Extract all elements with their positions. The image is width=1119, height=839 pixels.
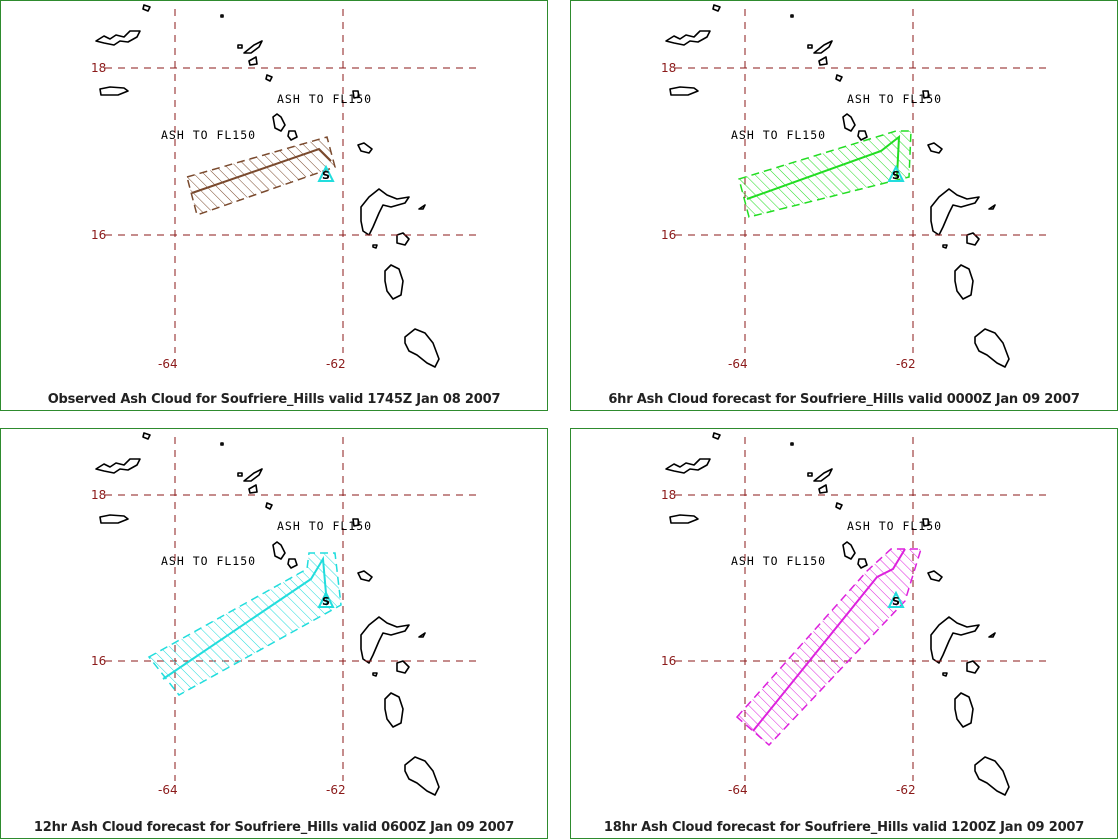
- volcano-marker: S: [887, 164, 905, 182]
- volcano-marker: S: [317, 164, 335, 182]
- lat-lon-grid: [105, 437, 477, 781]
- ash-cloud-area: [735, 548, 923, 747]
- lon-label-62: -62: [326, 783, 346, 797]
- svg-text:S: S: [322, 595, 330, 608]
- map-panel-12hr: 18 16 -64 -62 ASH TO FL150 ASH TO FL150 …: [0, 428, 548, 839]
- map-canvas: 18 16 -64 -62 ASH TO FL150 ASH TO FL150 …: [661, 4, 1047, 371]
- lat-label-16: 16: [661, 228, 676, 242]
- map-canvas: 18 16 -64 -62 ASH TO FL150 ASH TO FL150 …: [91, 432, 477, 797]
- ash-label-upper: ASH TO FL150: [277, 92, 372, 106]
- lon-label-62: -62: [896, 357, 916, 371]
- ash-label-upper: ASH TO FL150: [847, 92, 942, 106]
- ash-label-upper: ASH TO FL150: [277, 519, 372, 533]
- lat-label-18: 18: [91, 61, 106, 75]
- lon-label-64: -64: [158, 357, 178, 371]
- ash-cloud-axis: [162, 555, 328, 680]
- coastlines: [95, 432, 440, 796]
- map-panel-6hr: 18 16 -64 -62 ASH TO FL150 ASH TO FL150 …: [570, 0, 1118, 411]
- map-panel-18hr: 18 16 -64 -62 ASH TO FL150 ASH TO FL150 …: [570, 428, 1118, 839]
- coastlines: [665, 432, 1010, 796]
- lon-label-64: -64: [728, 783, 748, 797]
- ash-cloud-polygon: [738, 130, 912, 218]
- ash-label-lower: ASH TO FL150: [731, 554, 826, 568]
- volcano-marker: S: [317, 590, 335, 608]
- ash-cloud-area: [186, 136, 336, 216]
- panel-caption: Observed Ash Cloud for Soufriere_Hills v…: [47, 392, 501, 407]
- coastlines: [95, 4, 440, 368]
- svg-text:S: S: [892, 595, 900, 608]
- ash-cloud-polygon: [147, 552, 342, 696]
- lat-label-18: 18: [91, 488, 106, 502]
- lat-label-18: 18: [661, 488, 676, 502]
- ash-cloud-polygon: [735, 548, 923, 747]
- map-panel-observed: 18 16 -64 -62 ASH TO FL150 ASH TO FL150 …: [0, 0, 548, 411]
- panel-caption: 12hr Ash Cloud forecast for Soufriere_Hi…: [33, 820, 515, 835]
- panel-caption: 18hr Ash Cloud forecast for Soufriere_Hi…: [603, 820, 1085, 835]
- lon-label-64: -64: [158, 783, 178, 797]
- lon-label-62: -62: [326, 357, 346, 371]
- lon-label-64: -64: [728, 357, 748, 371]
- volcano-marker: S: [887, 590, 905, 608]
- lon-label-62: -62: [896, 783, 916, 797]
- lat-lon-grid: [105, 9, 477, 353]
- lat-label-16: 16: [661, 654, 676, 668]
- lat-label-18: 18: [661, 61, 676, 75]
- svg-text:S: S: [322, 169, 330, 182]
- coastlines: [665, 4, 1010, 368]
- lat-label-16: 16: [91, 654, 106, 668]
- panel-caption: 6hr Ash Cloud forecast for Soufriere_Hil…: [608, 392, 1080, 407]
- svg-text:S: S: [892, 169, 900, 182]
- ash-label-lower: ASH TO FL150: [731, 128, 826, 142]
- map-canvas: 18 16 -64 -62 ASH TO FL150 ASH TO FL150 …: [91, 4, 477, 371]
- ash-label-lower: ASH TO FL150: [161, 128, 256, 142]
- ash-cloud-area: [738, 130, 912, 218]
- ash-cloud-axis: [746, 134, 901, 200]
- ash-label-upper: ASH TO FL150: [847, 519, 942, 533]
- ash-cloud-axis: [752, 548, 906, 732]
- ash-cloud-polygon: [186, 136, 336, 216]
- map-canvas: 18 16 -64 -62 ASH TO FL150 ASH TO FL150 …: [661, 432, 1047, 797]
- ash-label-lower: ASH TO FL150: [161, 554, 256, 568]
- lat-label-16: 16: [91, 228, 106, 242]
- ash-cloud-axis: [191, 147, 332, 194]
